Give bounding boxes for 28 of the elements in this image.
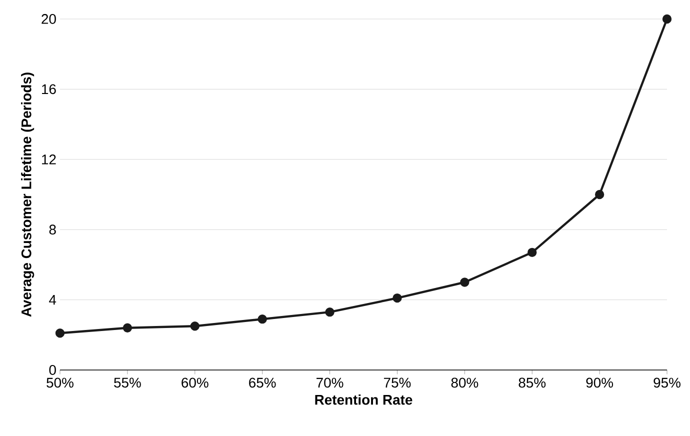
x-tick-label: 70% [316,378,344,388]
point [662,14,672,24]
x-tick-label: 80% [451,378,478,388]
x-tick-label: 60% [182,378,208,388]
x-tick-label: 65% [249,378,276,388]
y-tick-label: 16 [42,84,56,94]
point [460,278,470,287]
y-tick-label: 20 [42,14,56,24]
point [258,314,267,324]
x-tick-label: 85% [518,378,546,388]
x-tick-label: 75% [384,378,411,388]
y-tick-label: 8 [49,224,56,235]
point [325,308,334,317]
x-tick-label: 50% [46,378,74,388]
x-tick-label: 55% [114,378,141,388]
point [594,190,604,200]
y-tick-label: 12 [42,154,56,164]
point [528,248,537,257]
y-tick-label: 0 [49,365,56,375]
x-tick-label: 95% [654,378,680,388]
x-axis-title: Retention Rate [315,394,412,405]
point [392,293,402,303]
x-tick-label: 90% [586,378,614,388]
point [55,328,65,338]
y-tick-label: 4 [49,295,56,305]
point [190,322,200,331]
y-axis-title: Average Customer Lifetime (Periods) [21,72,34,317]
point [122,323,132,332]
